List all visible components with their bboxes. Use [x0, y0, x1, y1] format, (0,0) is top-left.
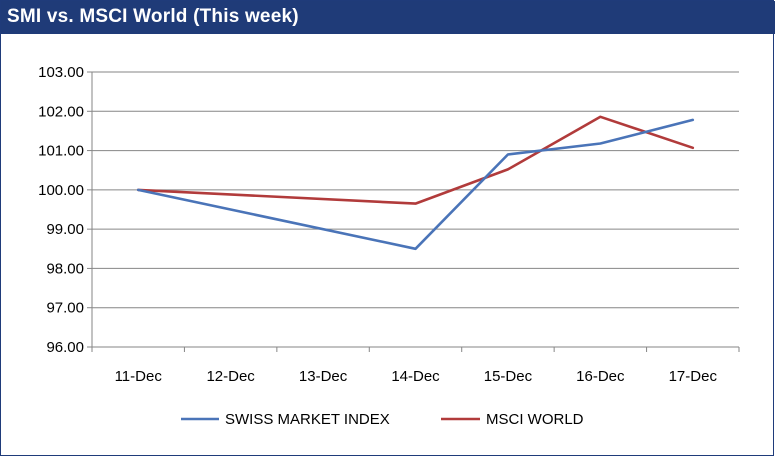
- legend-label: SWISS MARKET INDEX: [225, 411, 390, 428]
- x-tick-label: 13-Dec: [299, 368, 348, 385]
- y-tick-label: 98.00: [46, 260, 84, 277]
- x-tick-label: 17-Dec: [669, 368, 718, 385]
- y-tick-label: 99.00: [46, 221, 84, 238]
- y-tick-label: 96.00: [46, 339, 84, 356]
- axes: [87, 71, 740, 352]
- x-tick-label: 11-Dec: [115, 368, 163, 385]
- legend-label: MSCI WORLD: [486, 411, 584, 428]
- x-tick-label: 16-Dec: [576, 368, 625, 385]
- y-tick-label: 100.00: [38, 182, 84, 199]
- series-line-swiss-market-index: [136, 118, 695, 251]
- chart-title: SMI vs. MSCI World (This week): [7, 6, 299, 27]
- x-axis-labels: 11-Dec 12-Dec 13-Dec 14-Dec 15-Dec 16-Dec 17-D…: [115, 368, 718, 385]
- series-line-msci-world: [136, 115, 695, 205]
- x-tick-label: 12-Dec: [206, 368, 255, 385]
- y-tick-label: 102.00: [38, 103, 84, 120]
- title-bar: SMI vs. MSCI World (This week): [1, 1, 775, 34]
- gridlines: [92, 71, 739, 309]
- series-lines: [136, 115, 695, 251]
- y-tick-label: 97.00: [46, 300, 84, 317]
- x-tick-label: 15-Dec: [484, 368, 533, 385]
- y-tick-label: 103.00: [38, 64, 84, 81]
- y-axis-labels: 96.00 97.00 98.00 99.00 100.00 101.00 102.00 10…: [38, 64, 84, 356]
- x-tick-label: 14-Dec: [391, 368, 440, 385]
- legend: SWISS MARKET INDEX MSCI WORLD: [181, 411, 584, 428]
- y-tick-label: 101.00: [38, 143, 84, 160]
